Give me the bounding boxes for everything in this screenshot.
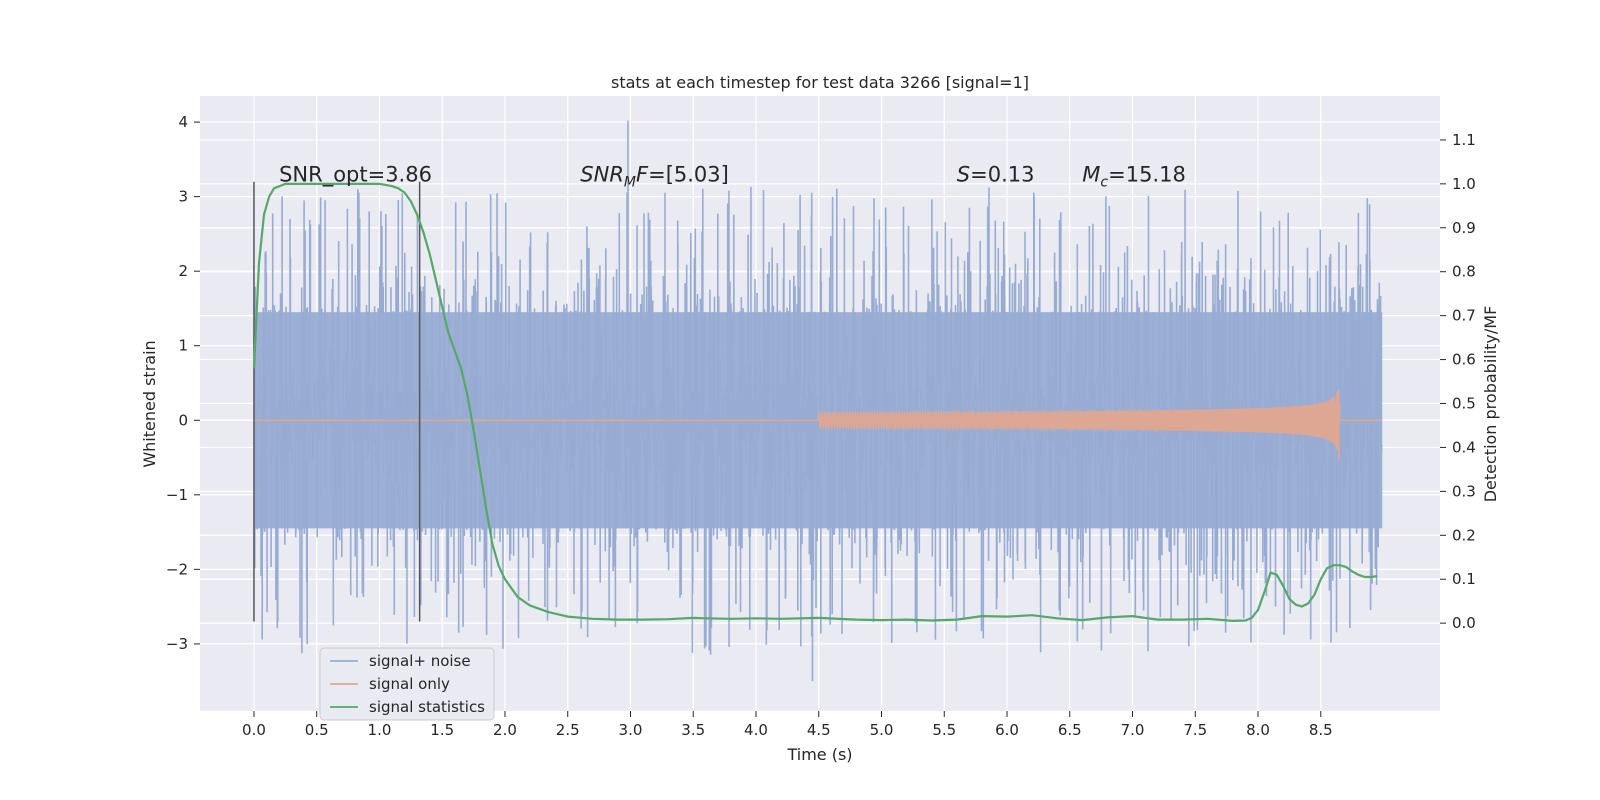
x-tick-label: 0.5: [305, 721, 329, 739]
legend-frame: [319, 647, 495, 721]
signal-series: [254, 389, 1383, 461]
x-axis-label: Time (s): [786, 745, 852, 764]
legend-label-statistics: signal statistics: [369, 698, 485, 716]
x-tick-label: 3.0: [619, 721, 643, 739]
y2-tick-label: 0.5: [1452, 395, 1476, 413]
legend-label-noise: signal+ noise: [369, 652, 471, 670]
y-axis-label: Whitened strain: [140, 340, 159, 467]
x-tick-label: 5.0: [870, 721, 894, 739]
y2-tick-label: 0.2: [1452, 526, 1476, 544]
y2-axis-label: Detection probability/MF: [1481, 306, 1500, 503]
y2-tick-label: 0.4: [1452, 438, 1476, 456]
y-tick-label: 0: [178, 411, 188, 429]
y-tick-label: 4: [178, 113, 188, 131]
x-tick-label: 7.5: [1183, 721, 1207, 739]
y-tick-label: −3: [166, 635, 188, 653]
x-tick-label: 8.0: [1246, 721, 1270, 739]
noise-spikes: [254, 120, 1382, 682]
y2-tick-label: 0.6: [1452, 351, 1476, 369]
vertical-markers: [253, 181, 421, 622]
x-tick-label: 2.5: [556, 721, 580, 739]
annotation-layer: SNR_opt=3.86 SNRMF=[5.03] S=0.13 Mc=15.18: [279, 163, 1186, 191]
x-tick-label: 1.0: [368, 721, 392, 739]
y-tick-label: 2: [178, 262, 188, 280]
y-tick-label: −2: [166, 560, 188, 578]
x-tick-label: 1.5: [430, 721, 454, 739]
statistics-series: [252, 182, 1378, 622]
x-tick-label: 6.0: [995, 721, 1019, 739]
annotation-0: SNR_opt=3.86: [279, 163, 432, 188]
signal-trace: [254, 389, 1383, 461]
y2-tick-label: 0.8: [1452, 263, 1476, 281]
y-tick-label: −1: [166, 486, 188, 504]
y2-tick-label: 1.1: [1452, 131, 1476, 149]
chart-title: stats at each timestep for test data 326…: [611, 73, 1029, 92]
x-tick-label: 3.5: [681, 721, 705, 739]
y-tick-label: 3: [178, 188, 188, 206]
y2-tick-label: 0.7: [1452, 307, 1476, 325]
annotation-1: SNRMF=[5.03]: [580, 163, 729, 191]
annotation-2: S=0.13: [957, 163, 1035, 187]
y2-tick-label: 0.3: [1452, 482, 1476, 500]
y-tick-label: 1: [178, 337, 188, 355]
y2-tick-label: 0.9: [1452, 219, 1476, 237]
y2-tick-label: 0.0: [1452, 614, 1476, 632]
x-tick-label: 7.0: [1121, 721, 1145, 739]
x-tick-label: 4.0: [744, 721, 768, 739]
x-tick-label: 5.5: [932, 721, 956, 739]
statistics-trace: [252, 182, 1378, 622]
x-tick-label: 4.5: [807, 721, 831, 739]
x-tick-label: 8.5: [1309, 721, 1333, 739]
legend: signal+ noise signal only signal statist…: [319, 647, 495, 721]
tick-layer: 0.0 0.5 1.0 1.5 2.0 2.5 3.0 3.5 4.0 4.5 5.0 5.5 6.0 6…: [166, 113, 1476, 739]
y2-tick-label: 1.0: [1452, 175, 1476, 193]
y2-tick-label: 0.1: [1452, 570, 1476, 588]
legend-label-signal: signal only: [369, 675, 450, 693]
x-tick-label: 0.0: [242, 721, 266, 739]
x-tick-label: 6.5: [1058, 721, 1082, 739]
x-tick-label: 2.0: [493, 721, 517, 739]
annotation-3: Mc=15.18: [1082, 163, 1186, 191]
